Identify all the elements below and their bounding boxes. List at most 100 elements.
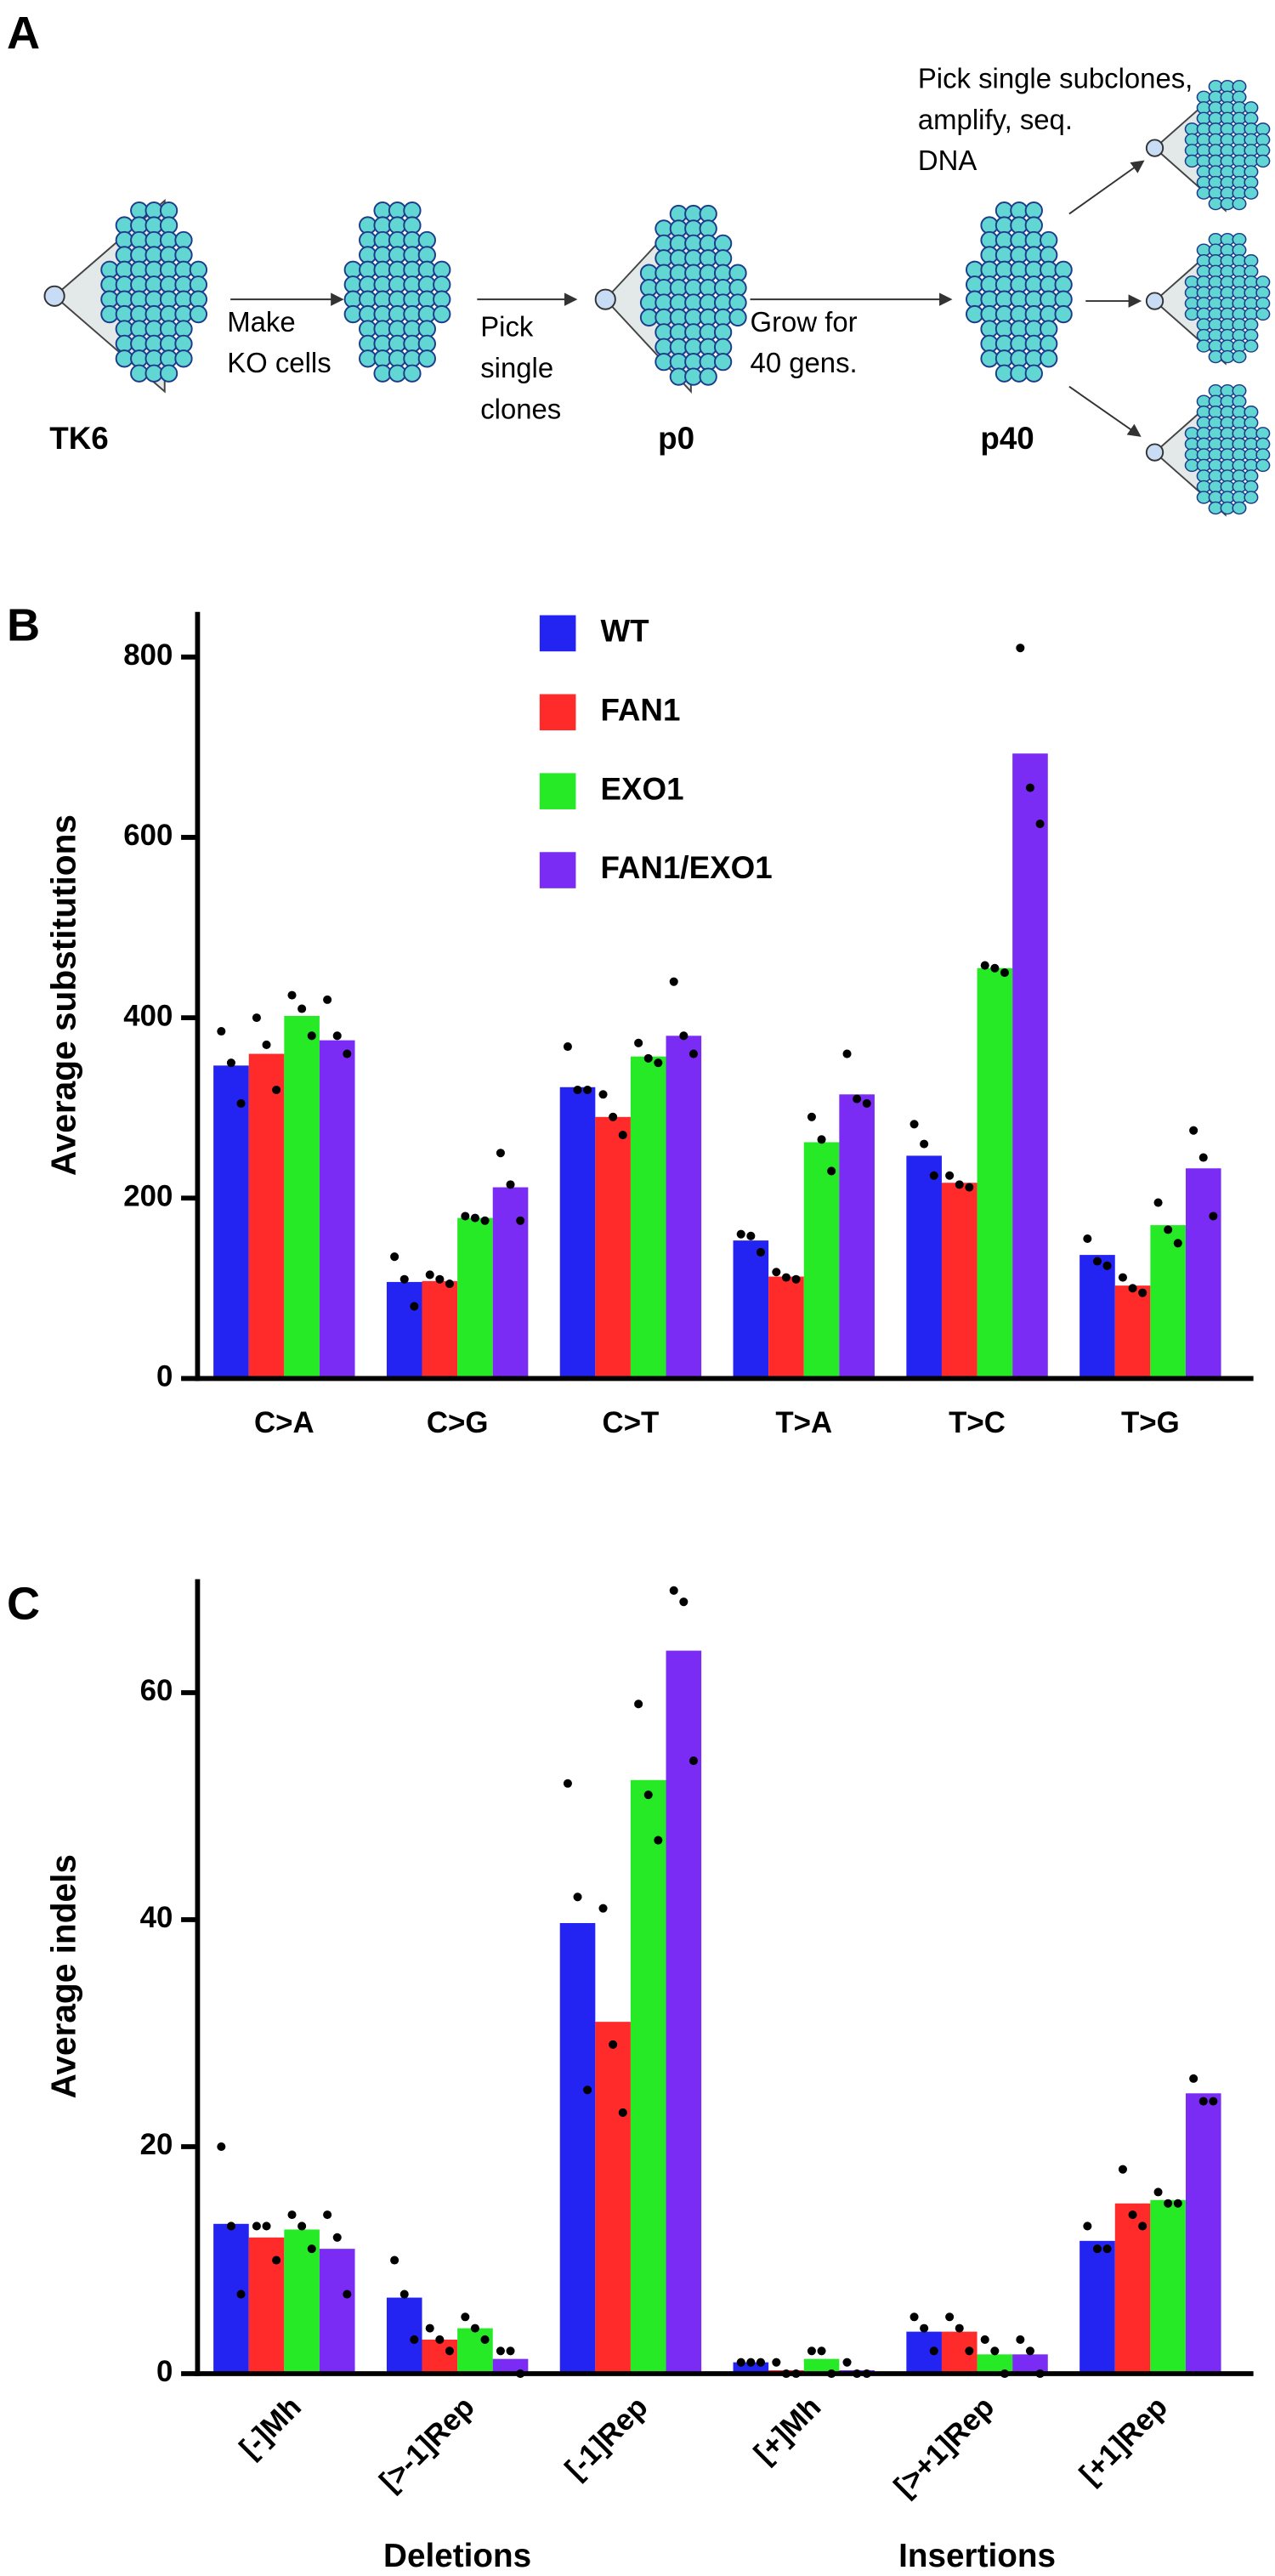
replicate-point: [298, 2221, 307, 2231]
replicate-point: [573, 1085, 582, 1095]
step-text: amplify, seq.: [918, 104, 1073, 135]
step-text: Make: [227, 306, 295, 338]
replicate-point: [679, 1597, 688, 1607]
legend-swatch: [539, 773, 576, 809]
bar: [630, 1779, 666, 2375]
y-tick-label: 60: [140, 1674, 173, 1707]
replicate-point: [1083, 1234, 1092, 1244]
replicate-point: [990, 963, 1000, 973]
step-text: single: [480, 352, 553, 383]
bar: [386, 1281, 422, 1379]
replicate-point: [618, 2108, 627, 2117]
replicate-point: [461, 1211, 470, 1221]
step-text: Grow for: [751, 306, 858, 338]
bar: [666, 1036, 702, 1379]
replicate-point: [669, 1586, 678, 1595]
step-text: KO cells: [227, 347, 331, 378]
replicate-point: [226, 2221, 235, 2231]
replicate-point: [756, 2358, 765, 2367]
replicate-point: [817, 1135, 826, 1144]
replicate-point: [736, 2358, 745, 2367]
bar: [1080, 1255, 1115, 1379]
bar: [492, 1187, 529, 1379]
replicate-point: [1198, 2097, 1208, 2106]
bar: [977, 2354, 1013, 2375]
step-text: Pick: [480, 311, 534, 343]
y-tick-label: 800: [123, 638, 173, 672]
replicate-point: [955, 1180, 964, 1189]
replicate-point: [390, 1252, 400, 1262]
replicate-point: [772, 2358, 781, 2367]
legend-label: EXO1: [600, 771, 683, 806]
replicate-point: [425, 1270, 434, 1279]
group-label: Insertions: [898, 2538, 1056, 2574]
replicate-point: [272, 2255, 281, 2265]
x-tick-label: C>G: [427, 1406, 489, 1439]
replicate-point: [736, 1229, 745, 1239]
bar: [1150, 2199, 1186, 2375]
arrow: [1068, 160, 1145, 215]
bar: [803, 1142, 840, 1379]
step-text: 40 gens.: [751, 347, 858, 378]
replicate-point: [1138, 1288, 1148, 1297]
stage-label: p0: [658, 421, 694, 456]
bar: [906, 1155, 942, 1379]
y-tick-label: 40: [140, 1901, 173, 1934]
replicate-point: [323, 2210, 332, 2220]
replicate-point: [669, 977, 678, 986]
replicate-point: [1153, 1198, 1163, 1207]
replicate-point: [910, 1120, 919, 1129]
replicate-point: [1016, 2335, 1025, 2344]
replicate-point: [1164, 1225, 1173, 1234]
replicate-point: [573, 1892, 582, 1902]
replicate-point: [262, 1040, 271, 1049]
bar: [666, 1650, 702, 2375]
replicate-point: [480, 1216, 490, 1225]
bar: [559, 1922, 596, 2375]
x-tick-label: [>+1]Rep: [887, 2390, 1000, 2503]
replicate-point: [400, 1274, 409, 1284]
replicate-point: [990, 2346, 1000, 2356]
x-tick-label: T>C: [949, 1406, 1006, 1439]
legend-label: FAN1: [600, 693, 680, 728]
replicate-point: [1092, 2244, 1102, 2254]
replicate-point: [252, 1013, 261, 1023]
bar: [595, 2022, 631, 2375]
replicate-point: [955, 2324, 964, 2333]
replicate-point: [929, 2346, 938, 2356]
panel-label: B: [7, 599, 40, 650]
replicate-point: [461, 2312, 470, 2322]
replicate-point: [563, 1779, 572, 1788]
replicate-point: [236, 2289, 246, 2299]
replicate-point: [842, 2358, 852, 2367]
replicate-point: [1092, 1257, 1102, 1266]
replicate-point: [634, 1699, 643, 1709]
replicate-point: [654, 1836, 663, 1845]
replicate-point: [445, 2346, 454, 2356]
replicate-point: [945, 2312, 955, 2322]
replicate-point: [425, 2324, 434, 2333]
bar: [1080, 2240, 1115, 2375]
replicate-point: [1128, 1284, 1137, 1293]
replicate-point: [688, 1756, 698, 1766]
replicate-point: [1102, 1261, 1112, 1270]
bar: [839, 1094, 875, 1379]
replicate-point: [862, 1098, 871, 1108]
replicate-point: [781, 1273, 790, 1282]
bar: [1114, 1285, 1151, 1379]
replicate-point: [1189, 2074, 1198, 2083]
replicate-point: [323, 995, 332, 1004]
replicate-point: [1209, 1211, 1218, 1221]
y-tick-label: 600: [123, 819, 173, 852]
replicate-point: [252, 2221, 261, 2231]
bar: [422, 1280, 458, 1379]
y-tick-label: 400: [123, 999, 173, 1032]
cell: [594, 288, 616, 310]
step-text: Pick single subclones,: [918, 62, 1193, 94]
bar: [977, 967, 1013, 1379]
bar: [213, 2223, 249, 2375]
replicate-point: [1128, 2210, 1137, 2220]
replicate-point: [1025, 783, 1034, 792]
